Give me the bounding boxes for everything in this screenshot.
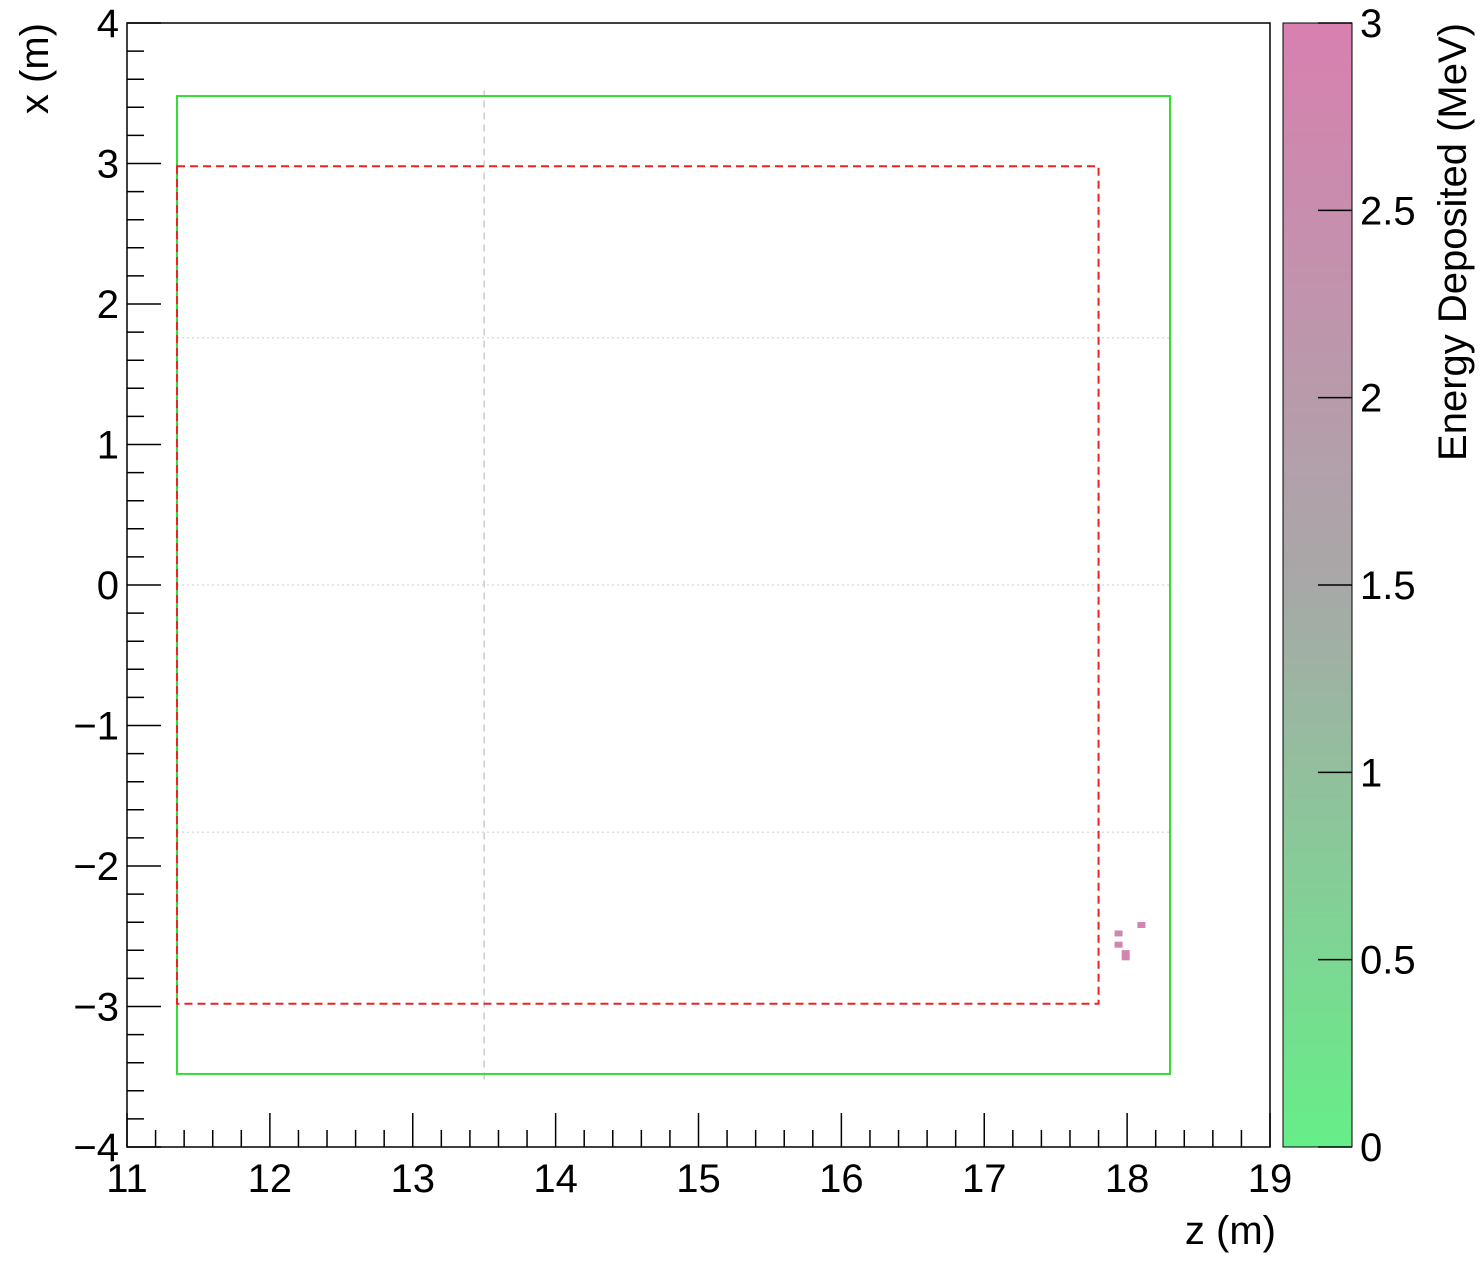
y-tick-label: −1 bbox=[73, 705, 119, 749]
energy-deposits bbox=[1114, 922, 1146, 961]
y-tick-label: 3 bbox=[97, 143, 119, 187]
colorbar-tick-label: 0.5 bbox=[1360, 939, 1416, 983]
y-tick-label: −3 bbox=[73, 986, 119, 1030]
x-axis-label: z (m) bbox=[1185, 1209, 1276, 1253]
colorbar-tick-label: 1 bbox=[1360, 751, 1382, 795]
y-tick-label: 2 bbox=[97, 283, 119, 327]
x-tick-label: 12 bbox=[248, 1157, 293, 1201]
x-tick-label: 18 bbox=[1105, 1157, 1150, 1201]
reference-lines bbox=[177, 90, 1170, 1080]
detector-outlines bbox=[176, 95, 1171, 1075]
x-tick-label: 13 bbox=[391, 1157, 436, 1201]
colorbar-axis: 0 0.5 1 1.5 2 2.5 3 bbox=[1318, 2, 1416, 1170]
fiducial-volume-outline bbox=[176, 165, 1100, 1005]
y-tick-label: −4 bbox=[73, 1126, 119, 1170]
x-tick-label: 11 bbox=[106, 1157, 148, 1201]
y-tick-label: 0 bbox=[97, 564, 119, 608]
y-tick-label: −2 bbox=[73, 845, 119, 889]
x-tick-label: 15 bbox=[676, 1157, 721, 1201]
energy-deposit-point bbox=[1114, 941, 1123, 948]
x-axis: 11 12 13 14 15 16 17 18 19 bbox=[106, 1113, 1292, 1201]
x-tick-label: 14 bbox=[533, 1157, 578, 1201]
y-tick-label: 4 bbox=[97, 2, 119, 46]
colorbar-tick-label: 1.5 bbox=[1360, 564, 1416, 608]
colorbar-tick-label: 2 bbox=[1360, 377, 1382, 421]
energy-deposit-point bbox=[1121, 950, 1130, 957]
colorbar-tick-label: 2.5 bbox=[1360, 189, 1416, 233]
colorbar-label: Energy Deposited (MeV) bbox=[1431, 23, 1475, 461]
y-axis-label: x (m) bbox=[13, 23, 57, 114]
energy-deposit-point bbox=[1137, 922, 1146, 929]
y-axis: −4 −3 −2 −1 0 1 2 3 4 bbox=[73, 2, 161, 1170]
colorbar-tick-label: 3 bbox=[1360, 2, 1382, 46]
y-tick-label: 1 bbox=[97, 424, 119, 468]
colorbar-tick-label: 0 bbox=[1360, 1126, 1382, 1170]
energy-deposit-point bbox=[1121, 954, 1130, 961]
x-tick-label: 16 bbox=[819, 1157, 864, 1201]
energy-deposit-point bbox=[1114, 930, 1123, 937]
x-tick-label: 19 bbox=[1248, 1157, 1293, 1201]
x-tick-label: 17 bbox=[962, 1157, 1007, 1201]
